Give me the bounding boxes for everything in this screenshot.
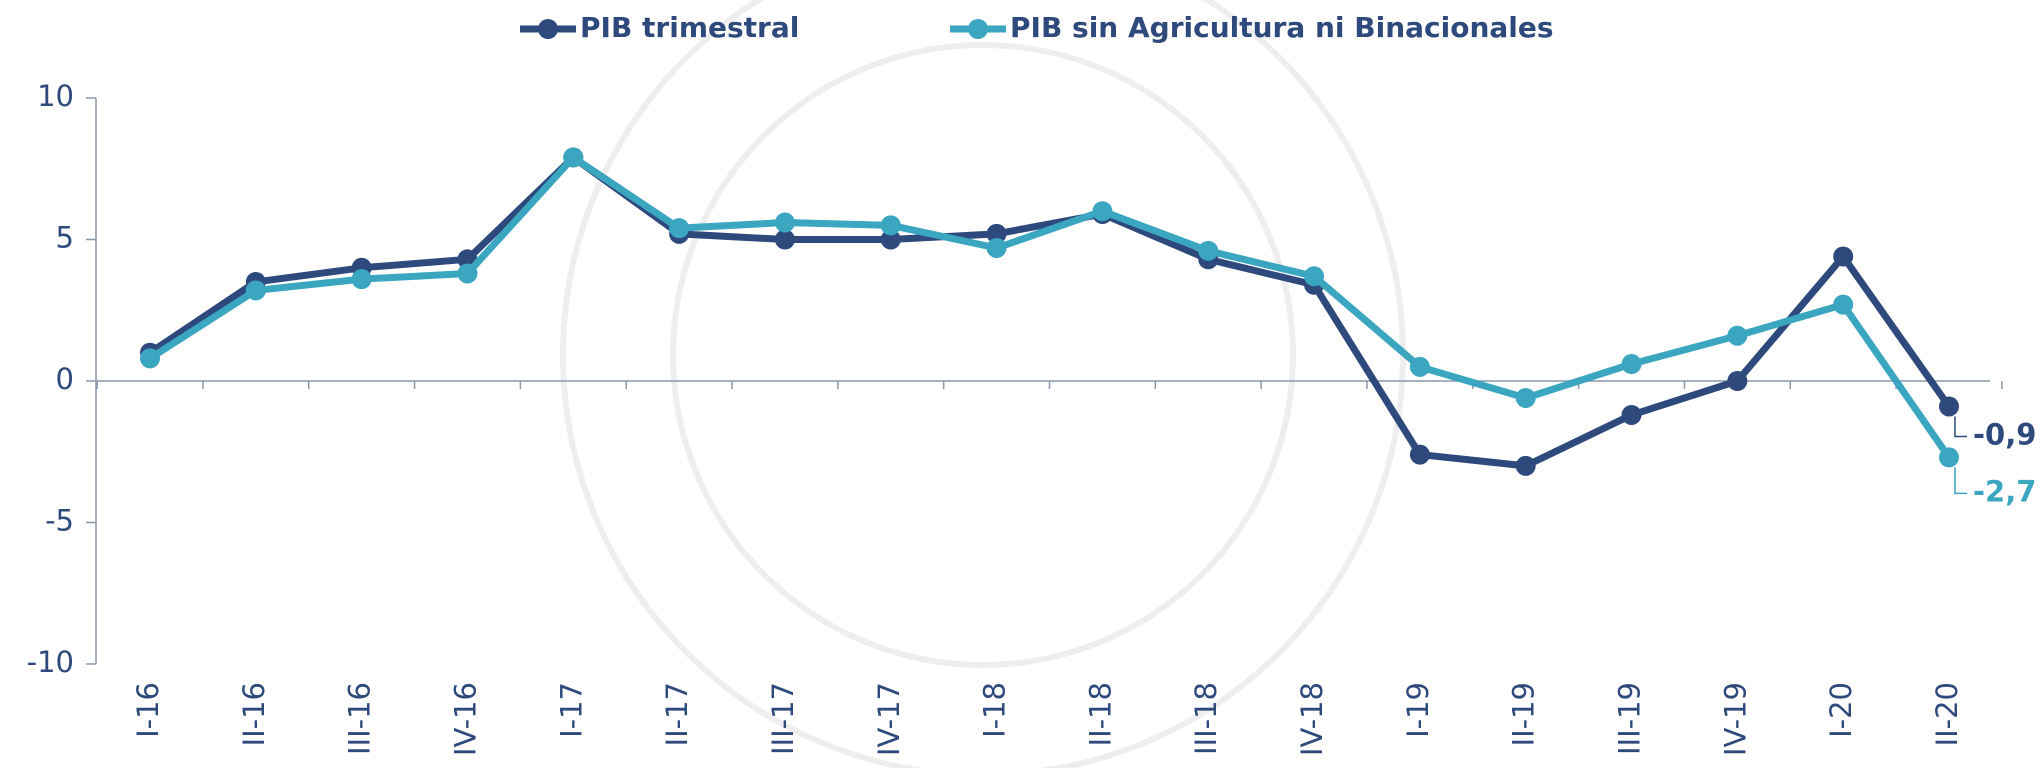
x-tick-label: III-18 [1189,682,1223,755]
x-tick-label: IV-16 [448,682,482,756]
data-point [1409,444,1430,465]
label-leader [1954,467,1967,495]
data-label: -0,9 [1973,417,2036,451]
data-point [1304,266,1325,287]
data-point [351,269,372,290]
data-point [1833,246,1854,267]
data-point [774,212,795,233]
y-tick-label: 10 [37,79,74,113]
data-point [1621,404,1642,425]
x-tick-label: III-19 [1613,682,1647,755]
x-tick-label: II-18 [1083,682,1117,746]
data-point [1833,294,1854,315]
data-point [457,263,478,284]
data-point [986,223,1007,244]
data-point [1727,371,1748,391]
x-tick-label: III-17 [766,682,800,755]
data-point [1092,201,1113,222]
x-tick-label: I-18 [978,682,1012,738]
data-point [245,280,266,301]
legend-marker [538,19,558,39]
x-tick-label: I-17 [554,682,588,738]
data-point [1409,356,1430,377]
series-line [148,153,1952,470]
y-tick-label: 5 [56,221,74,255]
data-point [880,229,901,250]
series-line [148,153,1952,460]
data-point [1621,354,1642,375]
data-point [1939,447,1959,468]
data-point [1727,325,1748,346]
data-point [1515,387,1536,408]
data-point [1515,455,1536,476]
x-tick-label: IV-17 [872,682,906,756]
data-point [140,348,160,369]
x-tick-label: II-19 [1507,682,1541,746]
data-point [669,218,690,239]
watermark [560,0,1406,772]
legend-label: PIB sin Agricultura ni Binacionales [1010,11,1554,44]
x-tick-label: I-19 [1401,682,1435,738]
legend-label: PIB trimestral [580,11,799,44]
x-tick-label: I-20 [1824,682,1858,738]
data-point [1198,240,1219,261]
x-tick-label: III-16 [343,682,377,755]
data-point [986,237,1007,258]
data-point [774,229,795,250]
data-point [1939,396,1959,417]
y-tick-label: 0 [56,362,74,396]
y-tick-label: -10 [27,645,74,679]
label-leader [1954,416,1967,438]
data-point [563,147,584,168]
x-tick-label: IV-19 [1718,682,1752,756]
x-tick-label: I-16 [131,682,165,738]
data-label: -2,7 [1973,474,2036,508]
x-tick-label: II-16 [237,682,271,746]
x-tick-label: II-20 [1930,682,1964,746]
legend-marker [968,19,988,39]
y-tick-label: -5 [45,504,74,538]
x-tick-label: IV-18 [1295,682,1329,756]
x-tick-label: II-17 [660,682,694,746]
data-point [880,215,901,236]
